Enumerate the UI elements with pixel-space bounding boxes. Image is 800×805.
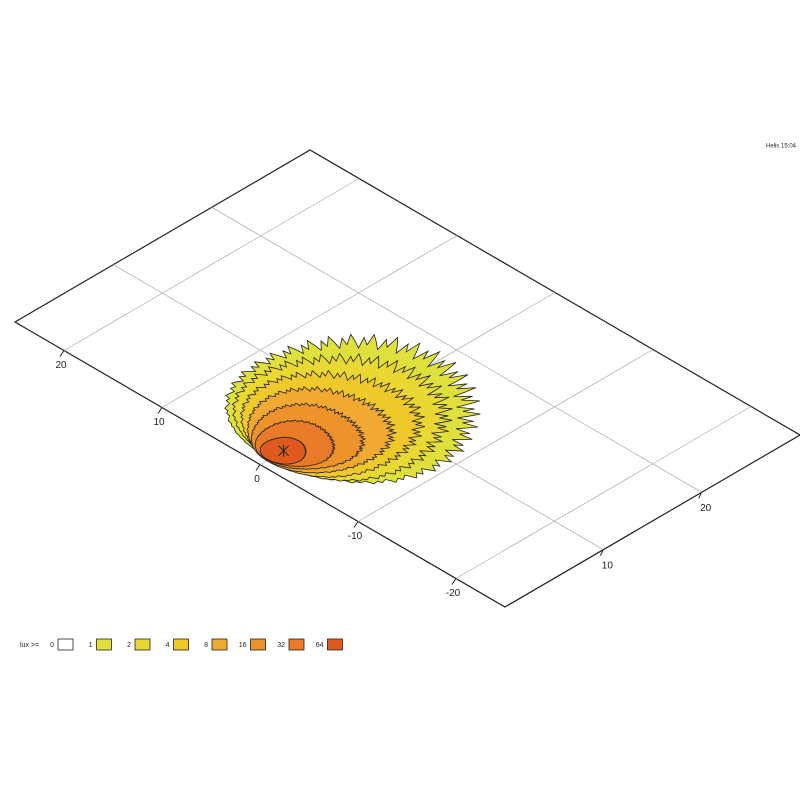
corner-label: Helis 15:04 (766, 144, 797, 150)
legend-title: lux >= (20, 642, 39, 649)
y-tick-label: -20 (446, 588, 461, 599)
grid-line (63, 178, 360, 351)
legend-swatch (96, 638, 112, 651)
grid-line (161, 235, 458, 408)
x-tick-label: 10 (602, 560, 614, 571)
y-tick-label: 0 (254, 474, 260, 485)
legend-swatch (288, 638, 305, 651)
legend-swatch (134, 638, 151, 651)
y-tick (353, 521, 359, 528)
y-tick-label: -10 (348, 531, 363, 542)
legend-label: 32 (277, 642, 285, 649)
legend-label: 2 (127, 642, 131, 649)
x-tick (698, 492, 703, 499)
legend-label: 16 (239, 642, 247, 649)
legend-label: 1 (89, 642, 93, 649)
x-tick-label: 20 (700, 503, 712, 514)
y-tick (59, 350, 65, 357)
legend-swatch (57, 638, 74, 651)
legend-label: 4 (166, 642, 170, 649)
grid-line (357, 349, 654, 522)
y-tick (255, 464, 261, 471)
grid-line (455, 406, 752, 579)
legend-label: 64 (316, 642, 324, 649)
legend-label: 0 (50, 642, 54, 649)
y-tick (451, 578, 457, 585)
x-tick (599, 549, 604, 556)
y-tick-label: 10 (153, 417, 165, 428)
legend-swatch (211, 638, 228, 651)
legend-swatch (250, 638, 266, 651)
light-source (278, 444, 289, 457)
y-tick-label: 20 (55, 360, 67, 371)
legend-swatch (173, 638, 189, 651)
legend-swatch (327, 638, 343, 651)
y-tick (157, 407, 163, 414)
legend-label: 8 (204, 642, 208, 649)
